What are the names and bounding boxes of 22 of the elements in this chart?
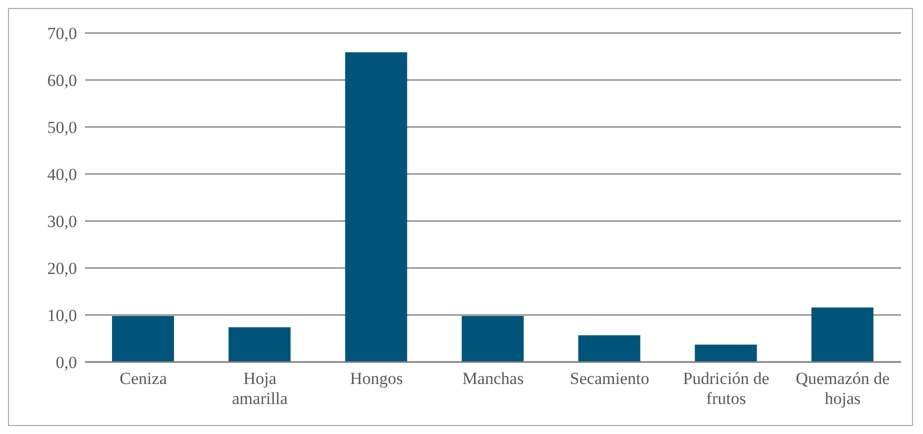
y-tick-label: 0,0 [56,353,77,372]
x-tick-label: Secamiento [570,369,650,388]
bar [694,344,757,362]
bar [811,307,874,362]
y-tick-label: 30,0 [47,212,77,232]
bar [462,316,524,362]
y-tick-label: 60,0 [47,71,77,90]
bar [345,52,408,362]
x-tick-label: Hoja amarilla [232,369,288,408]
y-tick-label: 40,0 [47,165,77,184]
bar [228,327,291,362]
bar [112,316,174,362]
y-tick-label: 10,0 [47,306,77,326]
y-tick-label: 20,0 [47,259,77,278]
x-tick-label: Ceniza [120,369,168,388]
bar [578,335,640,362]
y-tick-label: 70,0 [47,24,77,44]
x-tick-label: Pudrición de frutos [682,369,770,408]
x-tick-label: Quemazón de hojas [796,369,890,408]
x-tick-label: Manchas [462,369,524,388]
x-tick-label: Hongos [350,369,403,388]
y-tick-label: 50,0 [47,118,77,138]
